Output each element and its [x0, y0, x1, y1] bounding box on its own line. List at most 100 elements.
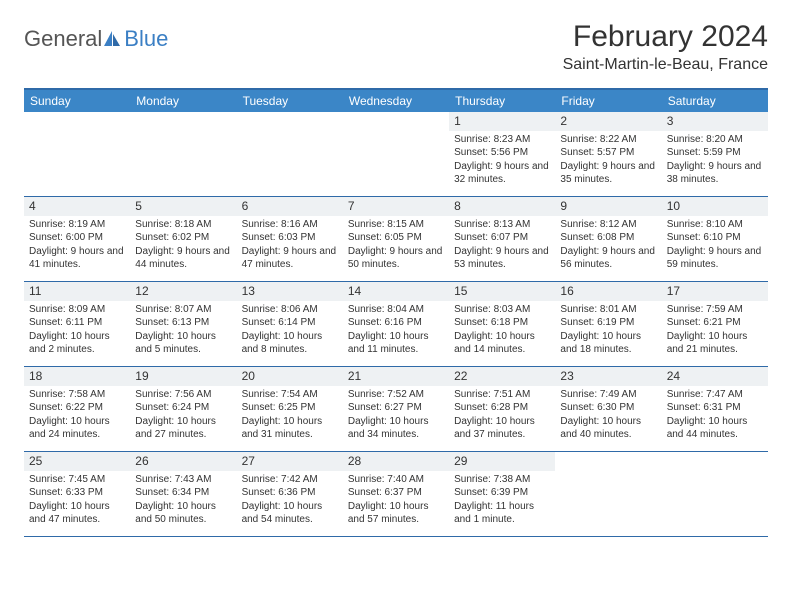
sunset-line: Sunset: 5:56 PM [454, 146, 550, 160]
day-number: 6 [242, 199, 249, 213]
day-cell: 19 Sunrise: 7:56 AMSunset: 6:24 PMDayligh… [130, 367, 236, 451]
calendar: SundayMondayTuesdayWednesdayThursdayFrid… [24, 88, 768, 537]
day-info: Sunrise: 7:52 AMSunset: 6:27 PMDaylight:… [348, 388, 444, 442]
day-number: 3 [667, 114, 674, 128]
day-cell: 15Sunrise: 8:03 AMSunset: 6:18 PMDayligh… [449, 282, 555, 366]
daylight-line: Daylight: 10 hours and 54 minutes. [242, 500, 338, 527]
sunset-line: Sunset: 6:16 PM [348, 316, 444, 330]
day-number-bar: 26 [130, 452, 236, 471]
day-number: 25 [29, 454, 42, 468]
day-info: Sunrise: 8:09 AMSunset: 6:11 PMDaylight:… [29, 303, 125, 357]
day-number-bar: 1 [449, 112, 555, 131]
day-number-bar: 23 [555, 367, 661, 386]
day-number: 27 [242, 454, 255, 468]
week-row: 1Sunrise: 8:23 AMSunset: 5:56 PMDaylight… [24, 112, 768, 197]
day-cell: 28 Sunrise: 7:40 AMSunset: 6:37 PMDayligh… [343, 452, 449, 536]
sunrise-line: Sunrise: 7:43 AM [135, 473, 231, 487]
day-number-bar: 25 [24, 452, 130, 471]
day-info: Sunrise: 7:56 AMSunset: 6:24 PMDaylight:… [135, 388, 231, 442]
day-info: Sunrise: 8:13 AMSunset: 6:07 PMDaylight:… [454, 218, 550, 272]
day-number-bar: 15 [449, 282, 555, 301]
sunset-line: Sunset: 6:05 PM [348, 231, 444, 245]
day-number-bar: 13 [237, 282, 343, 301]
sunset-line: Sunset: 6:34 PM [135, 486, 231, 500]
day-cell: 4 Sunrise: 8:19 AMSunset: 6:00 PMDaylight… [24, 197, 130, 281]
sunset-line: Sunset: 6:03 PM [242, 231, 338, 245]
day-number-bar: 8 [449, 197, 555, 216]
daylight-line: Daylight: 10 hours and 47 minutes. [29, 500, 125, 527]
day-cell: 1Sunrise: 8:23 AMSunset: 5:56 PMDaylight… [449, 112, 555, 196]
weekday-header-saturday: Saturday [662, 90, 768, 112]
location: Saint-Martin-le-Beau, France [563, 56, 768, 74]
sunset-line: Sunset: 6:19 PM [560, 316, 656, 330]
daylight-line: Daylight: 9 hours and 32 minutes. [454, 160, 550, 187]
day-number: 4 [29, 199, 36, 213]
day-number-bar: 21 [343, 367, 449, 386]
day-number-bar: 5 [130, 197, 236, 216]
weekday-header-sunday: Sunday [24, 90, 130, 112]
day-number-bar: 18 [24, 367, 130, 386]
day-info: Sunrise: 7:40 AMSunset: 6:37 PMDaylight:… [348, 473, 444, 527]
day-info: Sunrise: 7:51 AMSunset: 6:28 PMDaylight:… [454, 388, 550, 442]
daylight-line: Daylight: 10 hours and 31 minutes. [242, 415, 338, 442]
day-cell: 2Sunrise: 8:22 AMSunset: 5:57 PMDaylight… [555, 112, 661, 196]
sunrise-line: Sunrise: 7:54 AM [242, 388, 338, 402]
day-cell: 22 Sunrise: 7:51 AMSunset: 6:28 PMDayligh… [449, 367, 555, 451]
day-cell: 5Sunrise: 8:18 AMSunset: 6:02 PMDaylight… [130, 197, 236, 281]
day-info: Sunrise: 8:15 AMSunset: 6:05 PMDaylight:… [348, 218, 444, 272]
day-number-bar: 27 [237, 452, 343, 471]
daylight-line: Daylight: 10 hours and 11 minutes. [348, 330, 444, 357]
logo-text-blue: Blue [124, 26, 168, 52]
day-cell-empty [24, 112, 130, 196]
day-info: Sunrise: 7:43 AMSunset: 6:34 PMDaylight:… [135, 473, 231, 527]
day-cell: 23Sunrise: 7:49 AMSunset: 6:30 PMDayligh… [555, 367, 661, 451]
daylight-line: Daylight: 10 hours and 21 minutes. [667, 330, 763, 357]
day-cell: 14Sunrise: 8:04 AMSunset: 6:16 PMDayligh… [343, 282, 449, 366]
sunrise-line: Sunrise: 8:12 AM [560, 218, 656, 232]
month-title: February 2024 [563, 20, 768, 54]
day-number-bar: 20 [237, 367, 343, 386]
day-info: Sunrise: 8:19 AMSunset: 6:00 PMDaylight:… [29, 218, 125, 272]
sunset-line: Sunset: 6:00 PM [29, 231, 125, 245]
header: General Blue February 2024 Saint-Martin-… [24, 20, 768, 74]
day-cell: 16Sunrise: 8:01 AMSunset: 6:19 PMDayligh… [555, 282, 661, 366]
day-cell: 20Sunrise: 7:54 AMSunset: 6:25 PMDayligh… [237, 367, 343, 451]
day-number-bar: 6 [237, 197, 343, 216]
daylight-line: Daylight: 10 hours and 37 minutes. [454, 415, 550, 442]
sunrise-line: Sunrise: 8:01 AM [560, 303, 656, 317]
sunrise-line: Sunrise: 8:15 AM [348, 218, 444, 232]
daylight-line: Daylight: 10 hours and 18 minutes. [560, 330, 656, 357]
daylight-line: Daylight: 10 hours and 27 minutes. [135, 415, 231, 442]
sunrise-line: Sunrise: 7:52 AM [348, 388, 444, 402]
weekday-header-wednesday: Wednesday [343, 90, 449, 112]
week-row: 25Sunrise: 7:45 AMSunset: 6:33 PMDayligh… [24, 452, 768, 537]
week-row: 18 Sunrise: 7:58 AMSunset: 6:22 PMDayligh… [24, 367, 768, 452]
logo-sail-icon [102, 30, 122, 48]
day-cell: 6 Sunrise: 8:16 AMSunset: 6:03 PMDaylight… [237, 197, 343, 281]
day-number: 23 [560, 369, 573, 383]
sunrise-line: Sunrise: 7:56 AM [135, 388, 231, 402]
day-number-bar: 28 [343, 452, 449, 471]
day-number-bar: 24 [662, 367, 768, 386]
daylight-line: Daylight: 10 hours and 40 minutes. [560, 415, 656, 442]
day-number: 24 [667, 369, 680, 383]
sunset-line: Sunset: 6:31 PM [667, 401, 763, 415]
day-cell: 25Sunrise: 7:45 AMSunset: 6:33 PMDayligh… [24, 452, 130, 536]
day-number: 26 [135, 454, 148, 468]
day-number: 19 [135, 369, 148, 383]
day-cell: 13Sunrise: 8:06 AMSunset: 6:14 PMDayligh… [237, 282, 343, 366]
day-info: Sunrise: 8:16 AMSunset: 6:03 PMDaylight:… [242, 218, 338, 272]
day-cell: 7Sunrise: 8:15 AMSunset: 6:05 PMDaylight… [343, 197, 449, 281]
day-number: 22 [454, 369, 467, 383]
day-cell-empty [662, 452, 768, 536]
sunrise-line: Sunrise: 7:38 AM [454, 473, 550, 487]
sunset-line: Sunset: 6:08 PM [560, 231, 656, 245]
daylight-line: Daylight: 9 hours and 41 minutes. [29, 245, 125, 272]
sunset-line: Sunset: 5:57 PM [560, 146, 656, 160]
day-number: 29 [454, 454, 467, 468]
sunrise-line: Sunrise: 8:07 AM [135, 303, 231, 317]
daylight-line: Daylight: 10 hours and 57 minutes. [348, 500, 444, 527]
day-info: Sunrise: 7:58 AMSunset: 6:22 PMDaylight:… [29, 388, 125, 442]
day-cell: 11Sunrise: 8:09 AMSunset: 6:11 PMDayligh… [24, 282, 130, 366]
day-cell: 29Sunrise: 7:38 AMSunset: 6:39 PMDayligh… [449, 452, 555, 536]
